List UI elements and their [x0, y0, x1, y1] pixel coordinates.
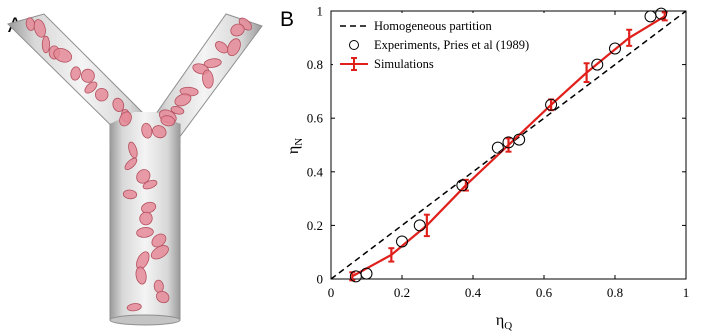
red-blood-cell	[126, 303, 142, 312]
experiment-point	[413, 219, 426, 232]
legend: Homogeneous partition Experiments, Pries…	[333, 13, 561, 75]
experiment-point	[513, 133, 526, 146]
y-tick-label: 0.6	[307, 111, 324, 126]
y-axis-label-main: η	[285, 146, 302, 154]
x-tick-label: 0.4	[465, 285, 482, 300]
y-axis-label: ηN	[285, 138, 305, 154]
panel-b-label: B	[280, 8, 295, 31]
red-blood-cell	[156, 290, 170, 304]
experiment-point	[360, 267, 373, 280]
red-blood-cell	[53, 48, 73, 63]
red-blood-cell	[141, 122, 153, 139]
simulation-errorbar	[505, 137, 512, 153]
red-blood-cell	[160, 115, 176, 127]
legend-item-simulations: Simulations	[340, 57, 434, 71]
y-axis-label-sub: N	[293, 138, 305, 146]
experiment-point	[491, 141, 504, 154]
red-blood-cell	[214, 41, 229, 54]
red-blood-cell	[141, 201, 157, 214]
y-tick-label: 0	[317, 272, 324, 287]
red-blood-cell	[84, 81, 98, 94]
plot-frame	[330, 10, 687, 280]
simulation-errorbar	[626, 28, 633, 47]
legend-item-homogeneous: Homogeneous partition	[340, 19, 492, 33]
x-tick-label: 0	[328, 285, 335, 300]
red-blood-cell	[151, 233, 167, 248]
x-tick-label: 0.2	[394, 285, 410, 300]
simulation-errorbar	[583, 62, 590, 84]
red-blood-cell	[150, 245, 169, 260]
experiment-point	[644, 10, 657, 23]
simulation-errorbar	[423, 213, 430, 238]
experiment-point	[456, 179, 469, 192]
experiment-point	[396, 235, 408, 248]
chart-partition: 0 0.2 0.4 0.6 0.8 100.20.40.60.81 ηQ ηN Homog…	[285, 4, 689, 333]
x-axis-label: ηQ	[496, 312, 512, 332]
red-blood-cell	[230, 23, 245, 37]
red-blood-cell	[139, 211, 153, 226]
red-blood-cell	[136, 169, 151, 184]
red-blood-cell	[41, 35, 51, 54]
red-blood-cell	[124, 157, 138, 171]
red-blood-cell	[174, 93, 192, 107]
legend-box	[333, 13, 561, 75]
red-blood-cell	[136, 227, 154, 238]
x-axis-label-sub: Q	[504, 320, 512, 332]
y-tick-label: 1	[317, 4, 324, 19]
red-blood-cell	[142, 179, 158, 190]
red-blood-cell	[152, 125, 167, 139]
legend-label-simulations: Simulations	[374, 57, 434, 71]
x-tick-label: 0.8	[607, 285, 623, 300]
legend-label-experiments: Experiments, Pries et al (1989)	[374, 38, 529, 52]
red-blood-cell	[135, 266, 147, 285]
legend-item-experiments: Experiments, Pries et al (1989)	[349, 38, 529, 52]
experiment-point	[545, 98, 558, 111]
red-blood-cell	[70, 66, 81, 81]
y-tick-label: 0.8	[307, 57, 323, 72]
vessel-tube	[7, 13, 263, 326]
red-blood-cells	[25, 17, 253, 312]
x-tick-label: 0.6	[536, 285, 553, 300]
experiment-point	[655, 7, 668, 20]
x-axis-label-main: η	[496, 312, 504, 329]
red-blood-cell	[202, 69, 214, 89]
red-blood-cell	[80, 68, 95, 83]
y-tick-label: 0.2	[307, 218, 323, 233]
red-blood-cell	[203, 58, 222, 68]
vessel-illustration	[7, 13, 263, 326]
axis-ticks: 0 0.2 0.4 0.6 0.8 1 0 0.2 0.4 0.6 0.8 1	[307, 4, 690, 301]
red-blood-cell	[170, 106, 185, 115]
experiment-point	[591, 58, 604, 71]
y-tick-label: 0.4	[307, 164, 324, 179]
red-blood-cell	[122, 189, 138, 200]
simulation-errorbar	[388, 247, 395, 263]
red-blood-cell	[227, 38, 241, 57]
series-layer	[330, 7, 687, 283]
legend-label-homogeneous: Homogeneous partition	[374, 19, 492, 33]
red-blood-cell	[112, 97, 125, 112]
x-tick-label: 1	[683, 285, 690, 300]
experiment-point	[609, 42, 621, 55]
simulation-errorbar	[548, 98, 555, 112]
red-blood-cell	[119, 111, 132, 127]
red-blood-cell	[33, 19, 46, 38]
red-blood-cell	[94, 87, 109, 102]
